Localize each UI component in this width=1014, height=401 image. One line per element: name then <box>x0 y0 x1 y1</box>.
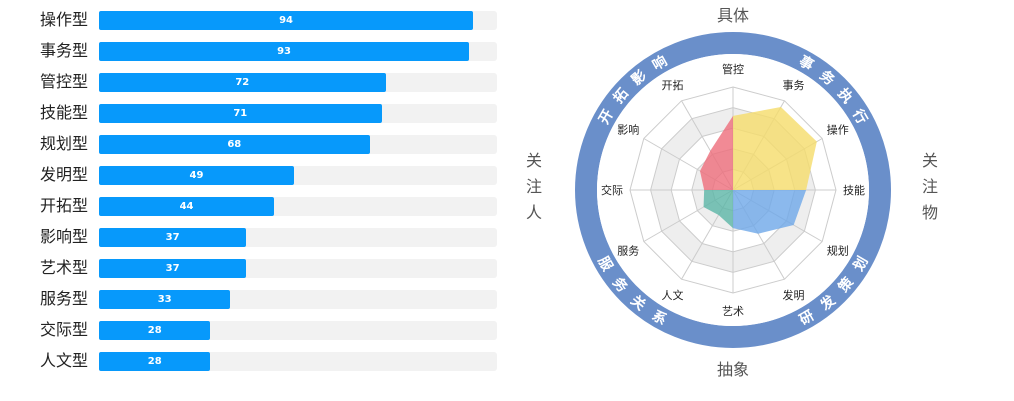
bar-track: 37 <box>99 228 497 247</box>
bar-value-label: 44 <box>179 201 194 212</box>
bar <box>99 352 211 371</box>
bar-row: 操作型 94 <box>0 9 520 31</box>
radar-axis-label: 操作 <box>827 123 849 137</box>
bar-row: 服务型 33 <box>0 288 520 310</box>
bar-category-label: 事务型 <box>40 41 89 60</box>
radar-axis-label: 影响 <box>617 124 639 137</box>
bar <box>99 135 370 154</box>
radar-axis-label: 开拓 <box>662 78 684 92</box>
bar-category-label: 影响型 <box>40 227 89 246</box>
radar-quadrant-area <box>733 190 807 234</box>
bar-value-label: 49 <box>189 170 204 181</box>
bar-track: 33 <box>99 290 497 309</box>
bar-row: 影响型 37 <box>0 226 520 248</box>
pole-right-label: 注 <box>922 177 938 196</box>
bar-track: 28 <box>99 321 497 340</box>
bar-category-label: 人文型 <box>40 351 89 370</box>
bar-category-label: 规划型 <box>40 134 89 153</box>
bar <box>99 11 474 30</box>
bar-value-label: 28 <box>147 325 162 336</box>
bar-value-label: 71 <box>233 108 248 119</box>
bar <box>99 104 382 123</box>
bar-track: 44 <box>99 197 497 216</box>
bar-row: 发明型 49 <box>0 164 520 186</box>
bar <box>99 197 275 216</box>
radar-axis-label: 管控 <box>722 62 744 76</box>
bar-row: 开拓型 44 <box>0 195 520 217</box>
bar-category-label: 发明型 <box>40 165 89 184</box>
bar-track: 37 <box>99 259 497 278</box>
radar-axis-label: 规划 <box>827 244 849 258</box>
bar <box>99 290 231 309</box>
bar-track: 72 <box>99 73 497 92</box>
bar-category-label: 管控型 <box>40 72 89 91</box>
bar-track: 49 <box>99 166 497 185</box>
bar-row: 规划型 68 <box>0 133 520 155</box>
radar-axis-label: 发明 <box>783 288 805 302</box>
bar-category-label: 服务型 <box>40 289 89 308</box>
bar-value-label: 33 <box>157 294 172 305</box>
bar-category-label: 开拓型 <box>40 196 89 215</box>
pole-bottom-label: 抽象 <box>717 360 749 379</box>
bar <box>99 259 247 278</box>
bar-value-label: 72 <box>235 77 250 88</box>
bar-row: 技能型 71 <box>0 102 520 124</box>
bar-value-label: 37 <box>165 263 180 274</box>
radar-axis-label: 交际 <box>601 183 623 197</box>
radar-chart: 管控事务操作技能规划发明艺术人文服务交际影响开拓事务执行研发策划服务关系开拓影响… <box>526 6 938 379</box>
bar-chart: 操作型 94 事务型 93 管控型 72 技能型 71 规划型 68 发明型 49 开拓型 44 影响型 37… <box>0 9 520 372</box>
radar-axis-label: 人文 <box>662 288 684 302</box>
bar-row: 交际型 28 <box>0 319 520 341</box>
bar-category-label: 操作型 <box>40 10 89 29</box>
bar-track: 71 <box>99 104 497 123</box>
pole-top-label: 具体 <box>717 6 749 25</box>
pole-right-label: 物 <box>922 203 938 222</box>
bar-category-label: 交际型 <box>40 320 89 339</box>
quadrant-label-char: 开 <box>596 107 617 127</box>
bar <box>99 228 247 247</box>
bar-value-label: 68 <box>227 139 242 150</box>
pole-left-label: 关 <box>526 151 542 170</box>
radar-axis-label: 服务 <box>617 245 639 258</box>
bar <box>99 73 386 92</box>
quadrant-label-char: 研 <box>797 308 817 329</box>
radar-quadrant-area <box>699 115 733 190</box>
bar-row: 事务型 93 <box>0 40 520 62</box>
bar-row: 艺术型 37 <box>0 257 520 279</box>
radar-axis-label: 技能 <box>843 183 865 197</box>
pole-right-label: 关 <box>922 151 938 170</box>
bar <box>99 166 295 185</box>
radar-axis-label: 事务 <box>783 79 805 92</box>
pole-left-label: 人 <box>526 203 542 222</box>
bar-row: 管控型 72 <box>0 71 520 93</box>
bar-track: 93 <box>99 42 497 61</box>
bar-value-label: 93 <box>277 46 292 57</box>
radar-axis-label: 艺术 <box>722 305 744 318</box>
radar-quadrant-area <box>703 190 733 229</box>
bar-value-label: 28 <box>147 356 162 367</box>
quadrant-label-char: 行 <box>849 106 871 127</box>
bar-category-label: 艺术型 <box>40 258 89 277</box>
pole-left-label: 注 <box>526 177 542 196</box>
bar-value-label: 94 <box>279 15 294 26</box>
bar-track: 28 <box>99 352 497 371</box>
bar <box>99 42 470 61</box>
quadrant-ring <box>575 32 891 348</box>
bar-value-label: 37 <box>165 232 180 243</box>
bar-category-label: 技能型 <box>40 103 89 122</box>
bar-row: 人文型 28 <box>0 350 520 372</box>
radar-quadrant-area <box>733 107 817 190</box>
bar-track: 68 <box>99 135 497 154</box>
bar-track: 94 <box>99 11 497 30</box>
bar <box>99 321 211 340</box>
